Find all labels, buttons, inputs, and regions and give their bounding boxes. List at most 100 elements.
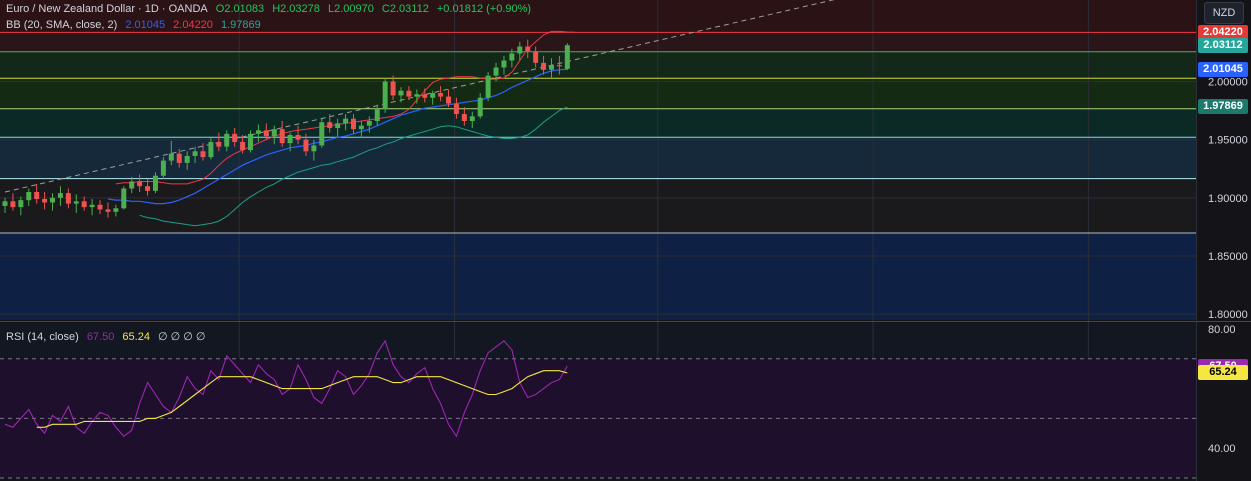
candle-body-52 bbox=[414, 94, 420, 97]
currency-button[interactable]: NZD bbox=[1204, 2, 1244, 24]
candle-body-3 bbox=[26, 192, 32, 201]
candle-body-0 bbox=[2, 201, 8, 206]
candle-body-21 bbox=[168, 153, 174, 161]
candle-body-31 bbox=[248, 133, 254, 151]
candle-body-68 bbox=[541, 62, 547, 70]
candle-body-41 bbox=[327, 122, 333, 128]
candle-body-16 bbox=[129, 181, 135, 189]
bb-upper-value: 2.04220 bbox=[173, 19, 213, 31]
candle-body-57 bbox=[453, 103, 459, 115]
zone-0 bbox=[0, 0, 1196, 33]
candle-body-55 bbox=[438, 93, 444, 97]
candle-body-25 bbox=[200, 151, 206, 158]
candle-body-37 bbox=[295, 134, 301, 140]
price-tick-3: 1.85000 bbox=[1208, 251, 1248, 263]
symbol-legend: Euro / New Zealand Dollar · 1D · OANDA O… bbox=[6, 3, 536, 15]
rsi-tick-0: 80.00 bbox=[1208, 324, 1236, 336]
candle-body-26 bbox=[208, 141, 214, 158]
rsi-band-fill bbox=[0, 358, 1196, 478]
candle-body-60 bbox=[477, 97, 483, 117]
candle-body-20 bbox=[160, 160, 166, 176]
candle-body-11 bbox=[89, 204, 95, 208]
candle-body-59 bbox=[469, 116, 475, 122]
price-tick-0: 2.00000 bbox=[1208, 76, 1248, 88]
candle-body-70 bbox=[556, 65, 562, 67]
candle-body-5 bbox=[42, 198, 48, 203]
candle-body-65 bbox=[517, 46, 523, 54]
price-tick-1: 1.95000 bbox=[1208, 135, 1248, 147]
candle-body-27 bbox=[216, 141, 222, 147]
candle-body-33 bbox=[263, 130, 269, 137]
price-tick-2: 1.90000 bbox=[1208, 193, 1248, 205]
bb-lower-value: 1.97869 bbox=[220, 19, 261, 31]
candle-body-71 bbox=[564, 45, 570, 69]
high-value: H2.03278 bbox=[272, 3, 320, 15]
symbol-title[interactable]: Euro / New Zealand Dollar · 1D · OANDA bbox=[6, 3, 208, 15]
candle-body-24 bbox=[192, 151, 198, 156]
candle-body-15 bbox=[121, 188, 127, 209]
candle-body-61 bbox=[485, 75, 491, 98]
zone-5 bbox=[0, 137, 1196, 179]
candle-body-46 bbox=[366, 121, 372, 126]
candle-body-53 bbox=[422, 94, 428, 98]
rsi-extra-values: ∅ ∅ ∅ ∅ bbox=[158, 331, 206, 343]
candle-body-69 bbox=[548, 65, 554, 70]
candle-body-10 bbox=[81, 201, 87, 208]
candle-body-51 bbox=[406, 90, 412, 97]
candle-body-14 bbox=[113, 208, 119, 212]
rsi-label[interactable]: RSI (14, close) bbox=[6, 331, 79, 343]
candle-body-62 bbox=[493, 67, 499, 76]
zone-bottom bbox=[0, 232, 1196, 320]
bb-basis-value: 2.01045 bbox=[125, 19, 166, 31]
candle-body-7 bbox=[57, 193, 63, 198]
candle-body-40 bbox=[319, 122, 325, 146]
candle-body-66 bbox=[525, 46, 531, 52]
bb-label[interactable]: BB (20, SMA, close, 2) bbox=[6, 19, 118, 31]
rsi-ma-value: 65.24 bbox=[122, 331, 150, 343]
candle-body-8 bbox=[65, 193, 71, 204]
candle-body-6 bbox=[50, 197, 56, 203]
candle-body-1 bbox=[10, 201, 16, 208]
candle-body-9 bbox=[73, 201, 79, 204]
change-value: +0.01812 (+0.90%) bbox=[436, 3, 532, 15]
candle-body-50 bbox=[398, 90, 404, 96]
candle-body-54 bbox=[430, 93, 436, 98]
rsi-tick-1: 40.00 bbox=[1208, 443, 1236, 455]
candle-body-49 bbox=[390, 81, 396, 96]
candle-body-2 bbox=[18, 200, 24, 208]
zone-2 bbox=[0, 51, 1196, 79]
candle-body-42 bbox=[335, 123, 341, 128]
candle-body-17 bbox=[137, 181, 143, 187]
candle-body-63 bbox=[501, 60, 507, 68]
price-tag-1: 2.03112 bbox=[1198, 37, 1248, 53]
zone-1 bbox=[0, 32, 1196, 52]
candle-body-18 bbox=[145, 186, 151, 191]
zone-3 bbox=[0, 78, 1196, 109]
rsi-series-0 bbox=[4, 339, 568, 438]
price-tick-4: 1.80000 bbox=[1208, 309, 1248, 321]
close-value: C2.03112 bbox=[381, 3, 429, 15]
zone-4 bbox=[0, 108, 1196, 138]
candle-body-23 bbox=[184, 155, 190, 163]
candle-body-4 bbox=[34, 192, 40, 199]
rsi-legend: RSI (14, close) 67.50 65.24 ∅ ∅ ∅ ∅ bbox=[6, 330, 211, 343]
candle-body-34 bbox=[271, 129, 277, 137]
candle-body-36 bbox=[287, 134, 293, 144]
candle-body-12 bbox=[97, 204, 103, 210]
low-value: L2.00970 bbox=[327, 3, 374, 15]
rsi-value: 67.50 bbox=[86, 331, 115, 343]
rsi-series-1 bbox=[36, 370, 568, 428]
candle-body-58 bbox=[461, 114, 467, 122]
candle-body-47 bbox=[374, 109, 380, 122]
open-value: O2.01083 bbox=[215, 3, 265, 15]
candle-body-22 bbox=[176, 153, 182, 163]
candle-body-19 bbox=[152, 175, 158, 191]
candle-body-67 bbox=[533, 51, 539, 63]
bb-legend: BB (20, SMA, close, 2) 2.01045 2.04220 1… bbox=[6, 19, 266, 31]
price-tag-2: 2.01045 bbox=[1198, 61, 1248, 77]
candle-body-44 bbox=[350, 118, 356, 130]
rsi-tag-1: 65.24 bbox=[1198, 365, 1248, 381]
candle-body-30 bbox=[240, 141, 246, 151]
